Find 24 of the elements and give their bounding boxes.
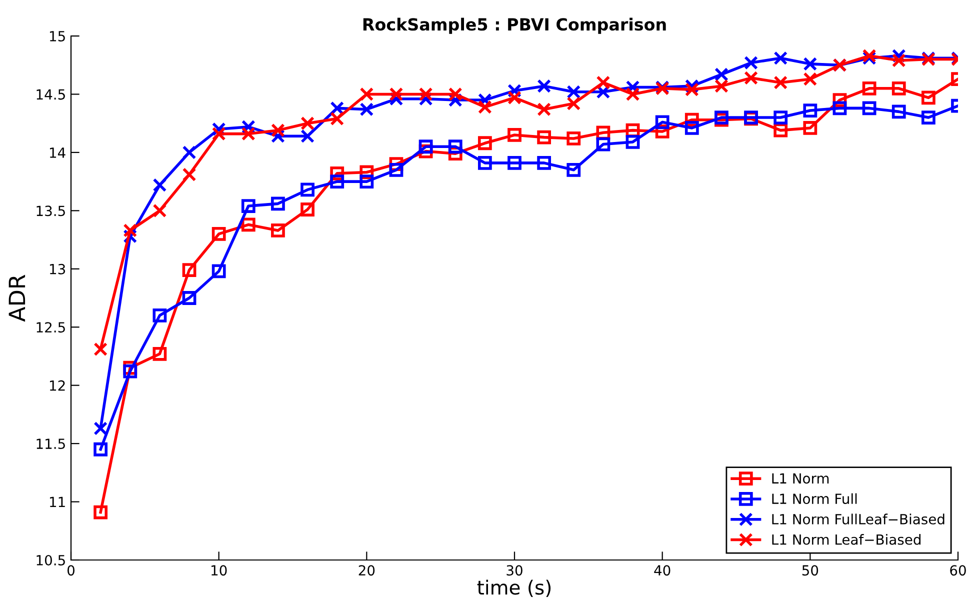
chart-title: RockSample5 : PBVI Comparison xyxy=(363,18,666,34)
y-tick-label: 13.5 xyxy=(36,206,65,216)
x-tick-label: 50 xyxy=(802,565,818,576)
y-tick-label: 10.5 xyxy=(36,554,65,566)
x-tick-label: 60 xyxy=(950,565,966,576)
x-tick-label: 10 xyxy=(212,565,227,576)
x-axis-title: time (s) xyxy=(477,580,551,598)
y-axis-title: ADR xyxy=(8,274,26,322)
legend-label: L1 Norm xyxy=(772,473,829,484)
y-tick-label: 11.5 xyxy=(36,438,65,450)
y-tick-label: 11 xyxy=(50,496,65,508)
y-tick-label: 13 xyxy=(50,264,66,274)
legend-label: L1 Norm FullLeaf−Biased xyxy=(772,514,944,524)
y-tick-label: 12 xyxy=(50,380,65,391)
legend-label: L1 Norm Full xyxy=(772,493,857,504)
y-tick-label: 15 xyxy=(50,31,65,42)
x-tick-label: 0 xyxy=(67,565,74,576)
x-tick-label: 40 xyxy=(654,565,670,576)
legend-label: L1 Norm Leaf−Biased xyxy=(772,534,920,545)
y-tick-label: 14 xyxy=(50,148,66,158)
x-tick-label: 20 xyxy=(358,565,375,576)
y-tick-label: 14.5 xyxy=(36,89,65,100)
x-tick-label: 30 xyxy=(506,565,522,576)
y-tick-label: 12.5 xyxy=(36,322,65,333)
